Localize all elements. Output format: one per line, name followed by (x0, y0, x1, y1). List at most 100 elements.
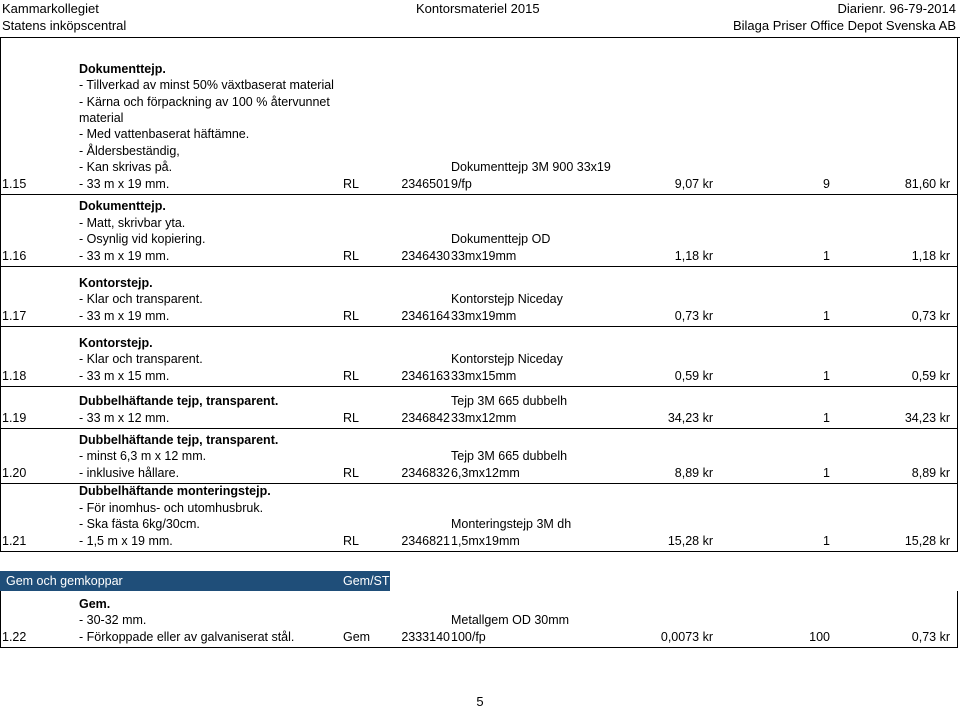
unit-price: 8,89 kr (674, 465, 713, 480)
description-line: material (79, 110, 124, 125)
article-number: 2346842 (401, 410, 450, 425)
description-line: - Åldersbeständig, (79, 143, 180, 158)
quantity: 100 (809, 629, 830, 644)
product-line: Kontorstejp Niceday (451, 352, 563, 367)
page-header: Kammarkollegiet Statens inköpscentral Ko… (0, 0, 960, 36)
header-title: Kontorsmateriel 2015 (416, 1, 540, 16)
product-line: Kontorstejp Niceday (451, 292, 563, 307)
product-line: 100/fp (451, 629, 486, 644)
unit-price: 0,59 kr (674, 368, 713, 383)
product-name: Monteringstejp 3M dh 1,5mx19mm (451, 516, 571, 549)
article-number: 2333140 (401, 629, 450, 644)
article-number: 2346821 (401, 533, 450, 548)
description-line: - 33 m x 19 mm. (79, 176, 170, 191)
unit: RL (343, 465, 359, 480)
header-divider (0, 37, 960, 38)
description-line: - 1,5 m x 19 mm. (79, 533, 173, 548)
unit: RL (343, 410, 359, 425)
quantity: 1 (823, 465, 830, 480)
total-price: 1,18 kr (911, 248, 950, 263)
description-line: - Klar och transparent. (79, 352, 203, 367)
item-number: 1.22 (2, 629, 27, 644)
description-line: - 30-32 mm. (79, 613, 147, 628)
product-line: 33mx15mm (451, 368, 517, 383)
section-title: Gem och gemkoppar (6, 574, 123, 588)
unit-price: 1,18 kr (674, 248, 713, 263)
item-number: 1.21 (2, 533, 27, 548)
product-line: 33mx19mm (451, 248, 517, 263)
product-line: 1,5mx19mm (451, 533, 520, 548)
item-number: 1.20 (2, 465, 27, 480)
description-title: Dokumenttejp. (79, 199, 166, 214)
product-line: Dokumenttejp 3M 900 33x19 (451, 160, 611, 175)
item-description: Dokumenttejp. - Tillverkad av minst 50% v… (79, 61, 334, 192)
unit: RL (343, 533, 359, 548)
table-row: 1.17 Kontorstejp. - Klar och transparent. -… (0, 266, 958, 327)
product-line: 33mx12mm (451, 410, 517, 425)
product-name: Dokumenttejp 3M 900 33x19 9/fp (451, 159, 611, 192)
item-description: Dokumenttejp. - Matt, skrivbar yta. - Osyn… (79, 198, 205, 264)
unit: RL (343, 248, 359, 263)
description-line: - Kan skrivas på. (79, 160, 173, 175)
table-row: 1.16 Dokumenttejp. - Matt, skrivbar yta. - … (0, 194, 958, 267)
description-line: - 33 m x 15 mm. (79, 368, 170, 383)
table-row: 1.18 Kontorstejp. - Klar och transparent. -… (0, 326, 958, 387)
total-price: 15,28 kr (904, 533, 950, 548)
item-description: Dubbelhäftande tejp, transparent. - minst… (79, 432, 278, 481)
product-line: Monteringstejp 3M dh (451, 517, 572, 532)
product-name: Kontorstejp Niceday 33mx15mm (451, 351, 563, 384)
table-row: 1.20 Dubbelhäftande tejp, transparent. - m… (0, 428, 958, 484)
description-line: - Kärna och förpackning av 100 % återvun… (79, 94, 330, 109)
product-name: Tejp 3M 665 dubbelh 33mx12mm (451, 393, 567, 426)
quantity: 1 (823, 308, 830, 323)
quantity: 1 (823, 410, 830, 425)
product-name: Tejp 3M 665 dubbelh 6,3mx12mm (451, 448, 567, 481)
total-price: 81,60 kr (904, 176, 950, 191)
item-number: 1.19 (2, 410, 27, 425)
table-border (957, 38, 958, 551)
unit-price: 9,07 kr (674, 176, 713, 191)
table-row: 1.19 Dubbelhäftande tejp, transparent. - 3… (0, 386, 958, 429)
article-number: 2346430 (401, 248, 450, 263)
description-title: Kontorstejp. (79, 335, 153, 350)
table-border (0, 38, 1, 551)
quantity: 1 (823, 248, 830, 263)
description-line: - Matt, skrivbar yta. (79, 215, 186, 230)
product-line: 9/fp (451, 176, 472, 191)
total-price: 34,23 kr (904, 410, 950, 425)
description-line: - Osynlig vid kopiering. (79, 232, 206, 247)
product-line: Tejp 3M 665 dubbelh (451, 449, 568, 464)
header-attachment: Bilaga Priser Office Depot Svenska AB (732, 18, 956, 33)
total-price: 0,73 kr (911, 629, 950, 644)
description-title: Dubbelhäftande tejp, transparent. (79, 432, 279, 447)
description-line: - Förkoppade eller av galvaniserat stål. (79, 629, 295, 644)
quantity: 1 (823, 533, 830, 548)
unit-price: 15,28 kr (667, 533, 713, 548)
product-line: Tejp 3M 665 dubbelh (451, 394, 568, 409)
description-title: Kontorstejp. (79, 275, 153, 290)
description-title: Dubbelhäftande tejp, transparent. (79, 394, 279, 409)
description-line: - Med vattenbaserat häftämne. (79, 127, 250, 142)
unit-price: 34,23 kr (667, 410, 713, 425)
item-description: Dubbelhäftande monteringstejp. - För inom… (79, 483, 271, 549)
unit: RL (343, 176, 359, 191)
table-row: 1.22 Gem. - 30-32 mm. - Förkoppade eller av… (0, 591, 958, 648)
total-price: 0,73 kr (911, 308, 950, 323)
product-line: Dokumenttejp OD (451, 232, 551, 247)
table-row: 1.21 Dubbelhäftande monteringstejp. - För … (0, 483, 958, 552)
product-line: Metallgem OD 30mm (451, 613, 570, 628)
product-name: Kontorstejp Niceday 33mx19mm (451, 291, 563, 324)
item-number: 1.16 (2, 248, 27, 263)
table-row: 1.15 Dokumenttejp. - Tillverkad av minst 5… (0, 38, 958, 195)
description-line: - 33 m x 19 mm. (79, 248, 170, 263)
quantity: 1 (823, 368, 830, 383)
product-name: Dokumenttejp OD 33mx19mm (451, 231, 550, 264)
description-line: - 33 m x 12 mm. (79, 410, 170, 425)
item-number: 1.17 (2, 308, 27, 323)
unit-price: 0,0073 kr (660, 629, 713, 644)
article-number: 2346832 (401, 465, 450, 480)
description-line: - inklusive hållare. (79, 465, 180, 480)
item-description: Kontorstejp. - Klar och transparent. - 33 … (79, 275, 203, 324)
section-unit-label: Gem/ST (343, 574, 390, 588)
description-title: Gem. (79, 596, 111, 611)
